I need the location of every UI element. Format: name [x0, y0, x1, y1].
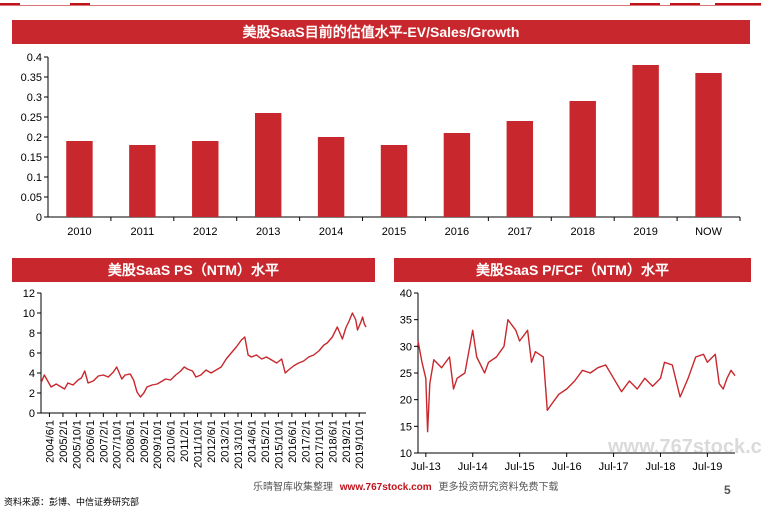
bar-2017: [506, 121, 534, 217]
bar-y-tick-label: 0.1: [27, 172, 42, 184]
pfcf-x-tick-label: Jul-19: [692, 461, 722, 473]
pfcf-y-tick-label: 30: [400, 341, 412, 353]
ps-x-tick-label: 2012/6/1: [206, 420, 218, 463]
bar-2019: [632, 65, 659, 217]
watermark-right-text: 更多投资研究资料免费下载: [438, 482, 559, 493]
ps-x-tick-label: 2014/6/1: [246, 420, 258, 463]
ps-x-tick-label: 2017/10/1: [314, 420, 326, 469]
source-note: 资料来源：彭博、中信证券研究部: [4, 497, 140, 507]
ps-x-tick-label: 2010/6/1: [166, 420, 178, 463]
pfcf-x-tick-label: Jul-14: [458, 461, 488, 473]
page-number: 5: [724, 483, 731, 497]
bar-2016: [443, 133, 471, 217]
bar-x-tick-label: 2017: [508, 226, 532, 238]
ps-x-tick-label: 2011/2/1: [179, 420, 191, 462]
ps-x-tick-label: 2008/6/1: [125, 420, 137, 463]
pfcf-y-tick-label: 35: [400, 315, 412, 327]
ps-x-tick-label: 2009/2/1: [139, 420, 151, 463]
ps-x-tick-label: 2016/6/1: [287, 420, 299, 463]
bar-y-tick-label: 0.25: [21, 112, 42, 124]
watermark-corner: www.767stock.com: [608, 436, 761, 458]
ps-x-tick-label: 2004/6/1: [44, 420, 56, 463]
header-rule-segment: [630, 3, 660, 5]
pfcf-y-tick-label: 20: [400, 395, 412, 407]
ps-x-tick-label: 2019/2/1: [341, 420, 353, 463]
pfcf-x-tick-label: Jul-13: [411, 461, 441, 473]
pfcf-series-line: [417, 319, 736, 433]
bar-x-tick-label: 2016: [445, 226, 469, 238]
bar-x-tick-label: 2014: [319, 226, 343, 238]
header-rule-segment: [670, 3, 700, 5]
pfcf-x-tick-label: Jul-17: [599, 461, 629, 473]
pfcf-x-tick-label: Jul-18: [645, 461, 675, 473]
header-rule-segment: [0, 3, 20, 5]
pfcf-y-tick-label: 40: [400, 288, 412, 300]
header-rule-segment: [715, 3, 761, 5]
bar-y-tick-label: 0.2: [27, 132, 42, 144]
bar-x-tick-label: 2011: [131, 226, 155, 238]
bar-2018: [569, 101, 596, 217]
bar-NOW: [695, 73, 722, 217]
watermark-left-text: 乐晴智库收集整理: [253, 482, 333, 493]
ps-x-tick-label: 2009/10/1: [152, 420, 164, 469]
watermark-url[interactable]: www.767stock.com: [339, 482, 432, 493]
pfcf-x-tick-label: Jul-16: [552, 461, 582, 473]
ps-x-tick-label: 2007/2/1: [98, 420, 110, 463]
bar-2012: [192, 141, 219, 217]
bar-y-tick-label: 0: [36, 212, 42, 224]
pfcf-y-tick-label: 10: [400, 448, 412, 460]
ps-y-tick-label: 10: [23, 308, 35, 320]
bar-y-tick-label: 0.05: [21, 192, 42, 204]
bar-y-tick-label: 0.4: [27, 52, 42, 64]
ps-x-tick-label: 2015/10/1: [273, 420, 285, 469]
bar-x-tick-label: 2010: [67, 226, 91, 238]
bar-2010: [66, 141, 93, 217]
bar-y-tick-label: 0.35: [21, 72, 42, 84]
ps-x-tick-label: 2015/2/1: [260, 420, 272, 463]
pfcf-x-tick-label: Jul-15: [505, 461, 535, 473]
bar-2013: [254, 113, 282, 217]
watermark-bar: 乐晴智库收集整理 www.767stock.com 更多投资研究资料免费下载: [253, 478, 558, 493]
bar-2011: [129, 145, 156, 217]
ps-y-tick-label: 4: [29, 368, 35, 380]
bar-x-tick-label: 2019: [633, 226, 657, 238]
ps-y-tick-label: 2: [29, 388, 35, 400]
ps-series-line: [40, 312, 367, 398]
ps-x-tick-label: 2017/2/1: [300, 420, 312, 463]
bar-x-tick-label: NOW: [695, 226, 723, 238]
ps-y-tick-label: 8: [29, 328, 35, 340]
ps-y-tick-label: 0: [29, 408, 35, 420]
ps-x-tick-label: 2011/10/1: [193, 420, 205, 468]
ps-x-tick-label: 2005/10/1: [71, 420, 83, 469]
bar-x-tick-label: 2015: [382, 226, 406, 238]
bar-2015: [380, 145, 408, 217]
bar-x-tick-label: 2018: [570, 226, 594, 238]
bar-y-tick-label: 0.3: [27, 92, 42, 104]
ps-y-tick-label: 12: [23, 288, 35, 300]
chart-title-pfcf-ntm: 美股SaaS P/FCF（NTM）水平: [394, 258, 751, 282]
ps-x-tick-label: 2013/2/1: [220, 420, 232, 463]
ps-x-tick-label: 2018/6/1: [327, 420, 339, 463]
ps-x-tick-label: 2005/2/1: [58, 420, 70, 463]
ps-x-tick-label: 2007/10/1: [112, 420, 124, 469]
header-rule-line: [0, 5, 761, 6]
header-rule: [0, 0, 761, 6]
bar-y-tick-label: 0.15: [21, 152, 42, 164]
chart-title-ev-sales-growth: 美股SaaS目前的估值水平-EV/Sales/Growth: [12, 20, 750, 44]
ps-y-tick-label: 6: [29, 348, 35, 360]
bar-x-tick-label: 2012: [193, 226, 217, 238]
pfcf-y-tick-label: 15: [400, 421, 412, 433]
bar-x-tick-label: 2013: [256, 226, 280, 238]
header-rule-segment: [70, 3, 90, 5]
pfcf-y-tick-label: 25: [400, 368, 412, 380]
bar-2014: [317, 137, 345, 217]
ps-x-tick-label: 2013/10/1: [233, 420, 245, 469]
chart-title-ps-ntm: 美股SaaS PS（NTM）水平: [12, 258, 375, 282]
ps-x-tick-label: 2019/10/1: [354, 420, 366, 469]
ps-x-tick-label: 2006/6/1: [85, 420, 97, 463]
